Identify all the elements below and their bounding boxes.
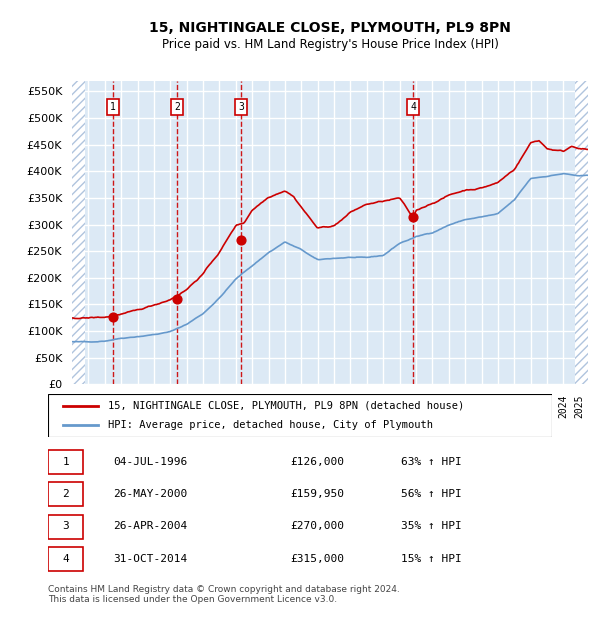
Text: 2: 2 [62,489,69,499]
Bar [72,81,85,384]
FancyBboxPatch shape [48,547,83,571]
Text: 26-APR-2004: 26-APR-2004 [113,521,188,531]
Text: 63% ↑ HPI: 63% ↑ HPI [401,457,461,467]
Text: £270,000: £270,000 [290,521,344,531]
Text: 15, NIGHTINGALE CLOSE, PLYMOUTH, PL9 8PN (detached house): 15, NIGHTINGALE CLOSE, PLYMOUTH, PL9 8PN… [109,401,465,411]
Text: 3: 3 [62,521,69,531]
Text: 35% ↑ HPI: 35% ↑ HPI [401,521,461,531]
FancyBboxPatch shape [48,515,83,539]
FancyBboxPatch shape [48,482,83,507]
Text: Contains HM Land Registry data © Crown copyright and database right 2024.
This d: Contains HM Land Registry data © Crown c… [48,585,400,604]
Text: £159,950: £159,950 [290,489,344,499]
Text: 1: 1 [62,457,69,467]
Text: 2: 2 [174,102,180,112]
Bar [575,81,588,384]
FancyBboxPatch shape [48,450,83,474]
Text: 26-MAY-2000: 26-MAY-2000 [113,489,188,499]
Text: 4: 4 [62,554,69,564]
Text: Price paid vs. HM Land Registry's House Price Index (HPI): Price paid vs. HM Land Registry's House … [161,38,499,51]
Text: 15, NIGHTINGALE CLOSE, PLYMOUTH, PL9 8PN: 15, NIGHTINGALE CLOSE, PLYMOUTH, PL9 8PN [149,21,511,35]
Text: 31-OCT-2014: 31-OCT-2014 [113,554,188,564]
Text: 1: 1 [110,102,116,112]
Text: 15% ↑ HPI: 15% ↑ HPI [401,554,461,564]
Text: £126,000: £126,000 [290,457,344,467]
Point [236,236,246,246]
Point [108,312,118,322]
Text: 04-JUL-1996: 04-JUL-1996 [113,457,188,467]
Text: 56% ↑ HPI: 56% ↑ HPI [401,489,461,499]
FancyBboxPatch shape [48,394,552,437]
Text: HPI: Average price, detached house, City of Plymouth: HPI: Average price, detached house, City… [109,420,433,430]
Text: 3: 3 [238,102,244,112]
Text: 4: 4 [410,102,416,112]
Point [172,294,182,304]
Text: £315,000: £315,000 [290,554,344,564]
Point [409,211,418,221]
